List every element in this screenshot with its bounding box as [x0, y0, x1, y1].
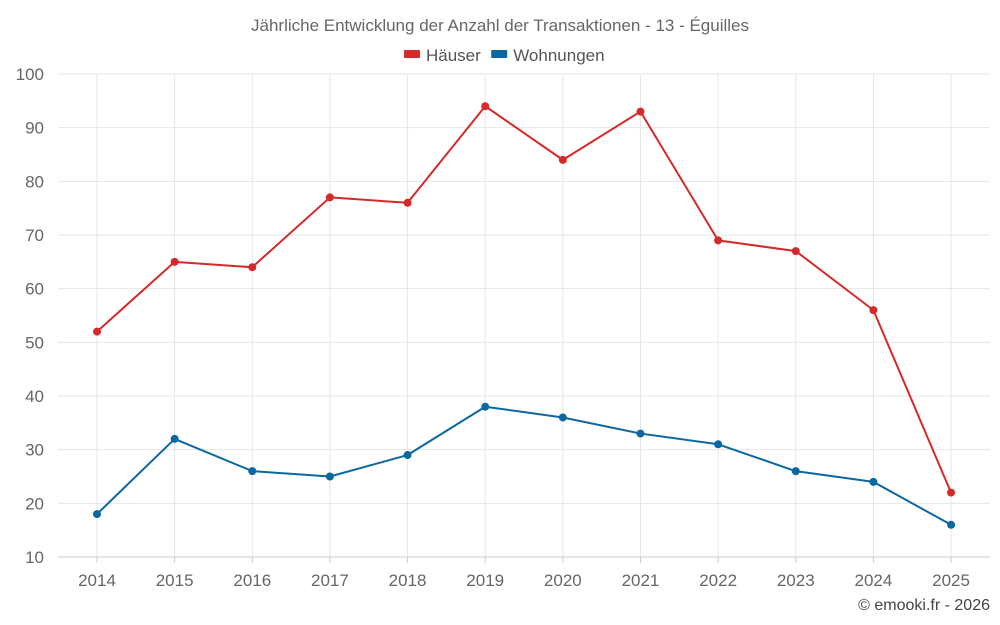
axes: 10 20 30 40 50 60 70 80 90 100 2014 2015 2016 2017 201… [16, 65, 990, 590]
x-tick-label: 2021 [622, 571, 660, 590]
y-tick-label: 90 [25, 119, 44, 138]
x-tick-label: 2014 [78, 571, 116, 590]
data-point-series-2 [791, 467, 800, 476]
x-tick-label: 2022 [699, 571, 737, 590]
x-tick-label: 2023 [777, 571, 815, 590]
data-point-series-1 [481, 102, 490, 111]
x-tick-label: 2018 [389, 571, 427, 590]
data-point-series-2 [325, 472, 334, 481]
y-tick-label: 80 [25, 172, 44, 191]
legend: Häuser Wohnungen [404, 46, 605, 65]
chart-title: Jährliche Entwicklung der Anzahl der Tra… [251, 16, 749, 35]
y-tick-label: 60 [25, 280, 44, 299]
series-line-1 [96, 105, 952, 493]
data-point-series-1 [93, 327, 101, 336]
series [93, 102, 956, 529]
data-point-series-1 [558, 155, 567, 164]
x-tick-label: 2024 [854, 571, 892, 590]
data-point-series-2 [558, 413, 567, 422]
data-point-series-1 [170, 257, 179, 266]
data-point-series-2 [93, 510, 101, 519]
legend-label-1: Häuser [426, 46, 481, 65]
data-point-series-2 [869, 477, 878, 486]
y-tick-label: 40 [25, 387, 44, 406]
credit-text: © emooki.fr - 2026 [858, 597, 990, 614]
data-point-series-2 [636, 429, 645, 438]
data-point-series-2 [403, 451, 412, 460]
data-point-series-1 [791, 247, 800, 256]
x-tick-label: 2019 [466, 571, 504, 590]
legend-swatch-1 [404, 50, 420, 58]
data-point-series-2 [947, 520, 956, 529]
legend-swatch-2 [491, 50, 508, 58]
legend-label-2: Wohnungen [513, 46, 604, 65]
y-tick-label: 50 [25, 333, 44, 352]
data-point-series-2 [170, 434, 179, 443]
data-point-series-2 [714, 440, 723, 449]
x-tick-label: 2017 [311, 571, 349, 590]
grid [58, 73, 990, 558]
y-tick-label: 30 [25, 441, 44, 460]
data-point-series-1 [714, 236, 723, 245]
y-tick-label: 20 [25, 494, 44, 513]
data-point-series-2 [481, 402, 490, 411]
data-point-series-1 [869, 306, 878, 315]
y-tick-label: 100 [16, 65, 44, 84]
data-point-series-1 [636, 107, 645, 116]
data-point-series-1 [403, 198, 412, 207]
data-point-series-2 [248, 467, 257, 476]
x-tick-label: 2025 [932, 571, 970, 590]
y-tick-label: 70 [25, 226, 44, 245]
data-point-series-1 [947, 488, 956, 497]
x-tick-label: 2015 [156, 571, 194, 590]
x-tick-label: 2020 [544, 571, 582, 590]
y-tick-label: 10 [25, 548, 44, 567]
data-point-series-1 [248, 263, 257, 272]
x-tick-label: 2016 [233, 571, 271, 590]
data-point-series-1 [325, 193, 334, 202]
series-line-2 [96, 405, 952, 526]
